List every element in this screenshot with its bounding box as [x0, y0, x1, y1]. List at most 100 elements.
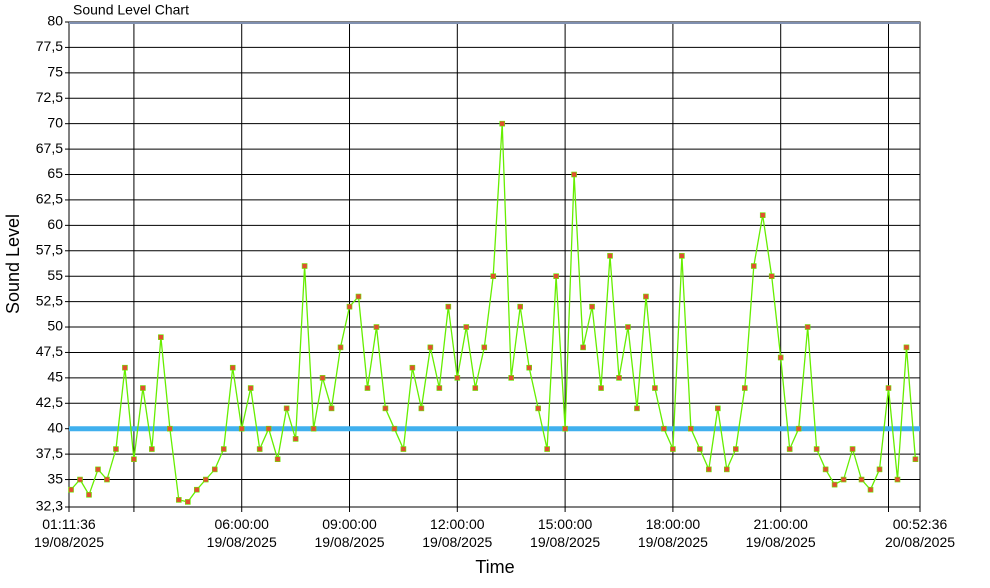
x-tick-label: 18:00:00 19/08/2025 [637, 516, 708, 550]
x-tick-label: 06:00:00 19/08/2025 [206, 516, 277, 550]
data-point [274, 456, 281, 463]
data-point [670, 446, 676, 452]
data-point [193, 486, 200, 493]
y-tick-label: 77,5 [36, 38, 63, 54]
y-tick-label: 32,3 [36, 498, 63, 514]
data-point [463, 324, 470, 330]
data-point [508, 375, 515, 381]
y-tick-label: 65 [47, 165, 63, 181]
data-point [185, 499, 191, 505]
data-point [741, 385, 748, 391]
data-point [400, 446, 407, 452]
data-point [122, 364, 128, 371]
y-tick-label: 47,5 [36, 343, 63, 359]
data-point [715, 405, 721, 412]
data-point [858, 476, 865, 483]
y-tick-label: 40 [47, 419, 63, 435]
data-point [149, 446, 155, 452]
data-point [867, 486, 874, 493]
x-tick-label: 00:52:36 20/08/2025 [884, 516, 956, 550]
data-point [598, 385, 604, 391]
data-point [813, 446, 820, 452]
y-tick-label: 60 [47, 216, 63, 232]
y-tick-label: 42,5 [36, 394, 63, 410]
data-point [364, 385, 371, 391]
data-point [750, 263, 757, 269]
data-point [526, 364, 532, 371]
data-point [849, 446, 856, 452]
data-point [211, 466, 218, 473]
data-point [445, 303, 452, 310]
data-point [490, 273, 497, 279]
data-point [777, 354, 784, 361]
data-point [104, 476, 110, 483]
data-point [140, 385, 146, 391]
data-point [77, 476, 83, 483]
data-point [292, 436, 299, 442]
data-point [571, 171, 577, 178]
data-point [643, 293, 649, 300]
x-tick-label: 12:00:00 19/08/2025 [422, 516, 493, 550]
data-point [553, 273, 559, 279]
data-point [831, 481, 838, 488]
data-point [589, 303, 595, 310]
data-point [337, 344, 344, 351]
data-point [724, 466, 730, 473]
y-tick-label: 35 [47, 470, 63, 486]
data-point [562, 425, 568, 432]
data-point [454, 375, 461, 381]
data-point [616, 375, 622, 381]
data-point [265, 425, 272, 432]
data-point [903, 344, 910, 351]
y-tick-label: 67,5 [36, 140, 63, 156]
data-point [220, 446, 227, 452]
data-point [113, 446, 119, 452]
data-point [229, 364, 236, 371]
data-point [625, 324, 631, 330]
data-point [310, 425, 317, 432]
data-point [607, 253, 613, 259]
data-point [706, 466, 712, 473]
y-axis-label: Sound Level [3, 214, 23, 314]
data-point [885, 385, 892, 391]
data-point [732, 446, 739, 452]
data-point [346, 303, 353, 310]
data-point [158, 334, 164, 340]
data-point [68, 486, 74, 493]
data-point [697, 446, 703, 452]
data-point [786, 446, 793, 452]
data-point [418, 405, 425, 412]
data-point [167, 425, 173, 432]
y-tick-label: 62,5 [36, 191, 63, 207]
data-point [319, 375, 326, 381]
y-tick-label: 70 [47, 114, 63, 130]
data-point [328, 405, 335, 412]
data-point [176, 497, 182, 503]
data-point [355, 293, 362, 300]
data-point [86, 491, 92, 498]
data-point [301, 263, 308, 269]
data-point [876, 466, 883, 473]
data-point [840, 476, 847, 483]
x-tick-label: 01:11:36 19/08/2025 [33, 516, 105, 550]
data-point [768, 273, 775, 279]
data-point [795, 425, 802, 432]
data-point [382, 405, 389, 412]
data-point [436, 385, 443, 391]
data-point [427, 344, 434, 351]
data-point [256, 446, 263, 452]
data-point [481, 344, 488, 351]
y-tick-label: 57,5 [36, 241, 63, 257]
data-point [544, 446, 550, 452]
chart-title: Sound Level Chart [73, 2, 189, 18]
y-tick-label: 80 [47, 13, 63, 29]
y-tick-label: 52,5 [36, 292, 63, 308]
data-point [247, 385, 254, 391]
data-point [759, 212, 766, 218]
data-point [822, 466, 829, 473]
y-tick-label: 45 [47, 369, 63, 385]
data-point [580, 344, 586, 351]
data-point [95, 466, 101, 473]
data-point [634, 405, 640, 412]
